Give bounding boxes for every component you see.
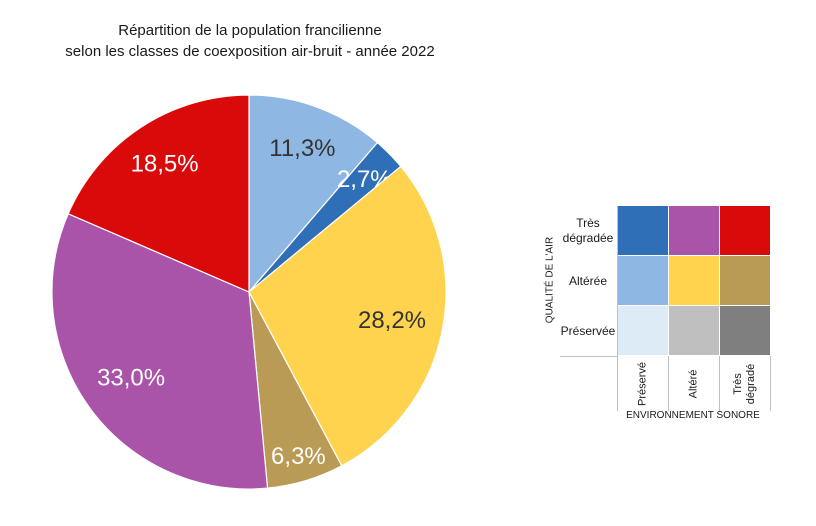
- pie-label-tres_degrade_tres_degrade: 18,5%: [131, 151, 199, 178]
- legend-x-axis-label: ENVIRONNEMENT SONORE: [626, 410, 760, 421]
- legend-row-label: Très dégradée: [562, 216, 614, 245]
- legend-matrix: QUALITÉ DE L'AIR Très dégradée Altérée Prés…: [538, 200, 778, 430]
- legend-cell: [720, 256, 770, 305]
- pie-slice-altere_altere: [248, 165, 447, 467]
- pie-chart: 11,3%2,7%28,2%6,3%33,0%18,5%: [51, 94, 447, 490]
- pie-label-tres_degrade_altere: 33,0%: [97, 365, 165, 392]
- legend-cell: [669, 206, 719, 255]
- legend-cell: [720, 206, 770, 255]
- legend-column-label: Très dégradé: [732, 363, 757, 405]
- legend-grid-line: [560, 356, 618, 357]
- legend-grid-line: [719, 356, 720, 411]
- chart-title-line-2: selon les classes de coexposition air-br…: [65, 43, 435, 60]
- legend-column-label: Préservé: [636, 361, 649, 407]
- legend-cell: [618, 206, 668, 255]
- legend-grid-line: [617, 206, 618, 411]
- legend-cell: [669, 256, 719, 305]
- legend-column-label: Altéré: [687, 369, 700, 399]
- legend-y-axis-label: QUALITÉ DE L'AIR: [544, 236, 556, 324]
- pie-label-altere_tres_degrade: 6,3%: [271, 443, 326, 470]
- pie-slice-tres_degrade_tres_degrade: [67, 94, 250, 293]
- legend-grid-line: [770, 356, 771, 411]
- legend-cell: [720, 306, 770, 355]
- legend-cell: [618, 256, 668, 305]
- chart-title: Répartition de la population francilienn…: [20, 20, 480, 62]
- legend-cell: [669, 306, 719, 355]
- legend-row-label: Préservée: [560, 323, 616, 338]
- chart-title-line-1: Répartition de la population francilienn…: [118, 22, 382, 39]
- pie-slice-tres_degrade_altere: [51, 212, 269, 490]
- legend-grid-line: [668, 356, 669, 411]
- legend-row-label: Altérée: [568, 273, 608, 288]
- pie-label-altere_preserve: 11,3%: [269, 135, 335, 162]
- pie-label-altere_altere: 28,2%: [358, 307, 426, 334]
- pie-slice-altere_preserve: [248, 94, 379, 294]
- legend-cell: [618, 306, 668, 355]
